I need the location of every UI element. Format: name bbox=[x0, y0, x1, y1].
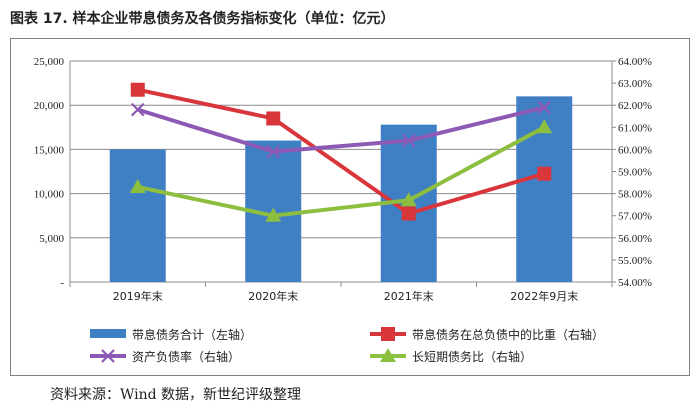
left-tick-label: 25,000 bbox=[34, 56, 65, 68]
category-label: 2022年9月末 bbox=[510, 289, 578, 303]
data-point bbox=[266, 144, 281, 159]
legend-label: 资产负债率（右轴） bbox=[132, 349, 240, 364]
legend-label: 长短期债务比（右轴） bbox=[412, 349, 532, 364]
category-label: 2021年末 bbox=[384, 289, 434, 303]
data-point bbox=[536, 119, 553, 134]
data-point bbox=[130, 82, 145, 97]
right-tick-label: 56.00% bbox=[618, 233, 652, 245]
data-point bbox=[401, 206, 416, 221]
right-tick-label: 62.00% bbox=[618, 100, 652, 112]
data-point bbox=[265, 207, 282, 222]
series-line bbox=[137, 125, 546, 218]
right-tick-label: 54.00% bbox=[618, 277, 652, 289]
left-tick-label: 5,000 bbox=[39, 233, 64, 245]
right-tick-label: 55.00% bbox=[618, 255, 652, 267]
right-tick-label: 64.00% bbox=[618, 56, 652, 68]
source-note: 资料来源：Wind 数据，新世纪评级整理 bbox=[50, 387, 302, 403]
legend-marker bbox=[380, 348, 396, 362]
right-tick-label: 60.00% bbox=[618, 144, 652, 156]
left-tick-label: - bbox=[60, 277, 64, 289]
legend-swatch bbox=[90, 329, 126, 338]
category-label: 2020年末 bbox=[248, 289, 298, 303]
series-line bbox=[137, 87, 545, 216]
legend-marker bbox=[101, 349, 115, 363]
data-point bbox=[537, 100, 552, 115]
data-point bbox=[266, 111, 281, 126]
right-tick-label: 61.00% bbox=[618, 122, 652, 134]
data-point bbox=[400, 192, 417, 207]
legend-label: 带息债务合计（左轴） bbox=[132, 327, 252, 342]
left-tick-label: 20,000 bbox=[34, 100, 65, 112]
legend-marker bbox=[381, 327, 395, 341]
legend-label: 带息债务在总负债中的比重（右轴） bbox=[412, 327, 604, 342]
series-line bbox=[137, 105, 545, 154]
category-label: 2019年末 bbox=[113, 289, 163, 303]
data-point bbox=[130, 102, 145, 117]
right-tick-label: 63.00% bbox=[618, 78, 652, 90]
bar bbox=[109, 149, 166, 282]
left-tick-label: 10,000 bbox=[34, 189, 65, 201]
right-tick-label: 57.00% bbox=[618, 211, 652, 223]
right-tick-label: 58.00% bbox=[618, 189, 652, 201]
data-point bbox=[537, 166, 552, 181]
left-tick-label: 15,000 bbox=[34, 144, 65, 156]
chart-title: 图表 17. 样本企业带息债务及各债务指标变化（单位：亿元） bbox=[10, 11, 395, 27]
chart-frame bbox=[10, 38, 690, 376]
data-point bbox=[129, 178, 146, 193]
data-point bbox=[401, 133, 416, 148]
right-tick-label: 59.00% bbox=[618, 167, 652, 179]
